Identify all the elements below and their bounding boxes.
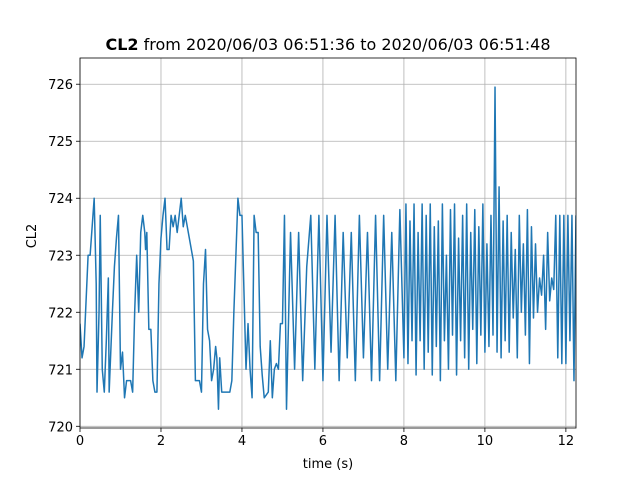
- y-tick-label: 725: [48, 135, 73, 150]
- x-tick-label: 0: [76, 434, 84, 449]
- x-tick-label: 4: [238, 434, 246, 449]
- x-tick-label: 2: [157, 434, 165, 449]
- x-tick-label: 10: [477, 434, 494, 449]
- plot-frame: [79, 57, 577, 429]
- y-tick-label: 726: [48, 78, 73, 93]
- y-axis-label: CL2: [25, 224, 40, 249]
- y-tick-label: 723: [48, 249, 73, 264]
- y-tick-label: 721: [48, 363, 73, 378]
- x-tick-label: 12: [558, 434, 575, 449]
- title-rest: from 2020/06/03 06:51:36 to 2020/06/03 0…: [144, 35, 551, 54]
- data-line: [80, 86, 576, 410]
- y-tick-label: 724: [48, 192, 73, 207]
- x-tick-label: 6: [319, 434, 327, 449]
- y-tick-label: 720: [48, 420, 73, 435]
- chart-title: CL2 from 2020/06/03 06:51:36 to 2020/06/…: [105, 35, 550, 54]
- x-axis-label: time (s): [303, 457, 353, 472]
- title-bold: CL2: [105, 35, 138, 54]
- x-tick-label: 8: [400, 434, 408, 449]
- y-tick-label: 722: [48, 306, 73, 321]
